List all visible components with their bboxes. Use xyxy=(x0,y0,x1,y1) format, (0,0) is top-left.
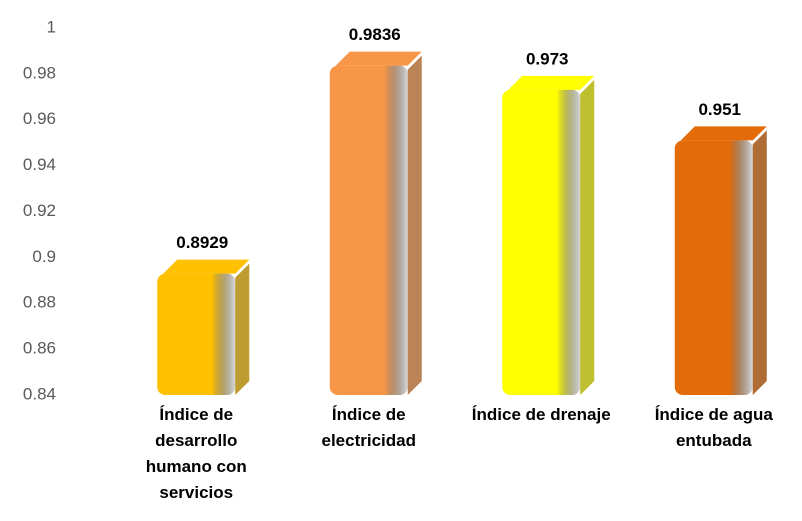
bar-top xyxy=(335,51,422,66)
bar-side xyxy=(752,130,767,396)
value-label: 0.973 xyxy=(526,49,569,68)
value-label: 0.8929 xyxy=(176,233,228,252)
bar xyxy=(674,140,753,395)
x-tick-label: Índice de electricidad xyxy=(321,405,417,450)
y-tick-label: 0.92 xyxy=(23,201,56,220)
bar-top xyxy=(680,126,767,141)
bar-side xyxy=(580,79,595,396)
bar-side-shade xyxy=(407,55,422,396)
y-tick-label: 0.9 xyxy=(32,247,56,266)
bar-top xyxy=(508,75,595,90)
value-label: 0.9836 xyxy=(349,25,401,44)
y-tick-label: 0.86 xyxy=(23,339,56,358)
bar xyxy=(502,89,581,396)
x-tick-label: Índice de desarrollo humano con servicio… xyxy=(145,405,247,502)
bar xyxy=(329,65,408,396)
bar-side-shade xyxy=(580,79,595,396)
bar-side xyxy=(235,263,250,395)
bar-side-shade xyxy=(752,130,767,396)
bar-side-shade xyxy=(235,263,250,395)
y-tick-label: 0.98 xyxy=(23,63,56,82)
y-tick-label: 0.96 xyxy=(23,109,56,128)
y-tick-label: 1 xyxy=(47,17,56,36)
y-tick-label: 0.94 xyxy=(23,155,56,174)
x-tick-label: Índice de drenaje xyxy=(471,405,611,424)
bar-top xyxy=(163,259,250,274)
x-tick-label: Índice de agua entubada xyxy=(654,405,773,450)
bar-side xyxy=(407,55,422,396)
y-tick-label: 0.88 xyxy=(23,293,56,312)
value-label: 0.951 xyxy=(698,100,741,119)
y-tick-label: 0.84 xyxy=(23,384,56,403)
bar xyxy=(157,273,236,395)
